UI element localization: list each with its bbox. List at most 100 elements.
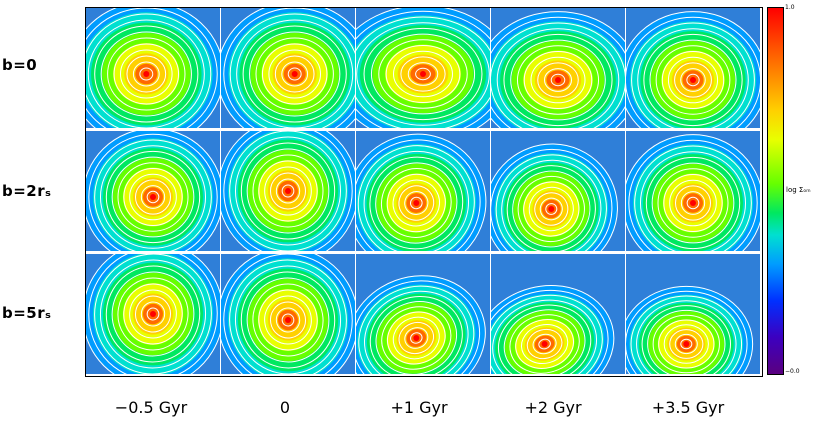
contour-line <box>364 290 469 374</box>
contour-line <box>512 170 591 248</box>
contour-line <box>393 50 453 98</box>
contour-line <box>86 13 212 128</box>
contour-line <box>140 301 166 327</box>
contour-line <box>356 16 490 128</box>
contour-line <box>492 299 598 374</box>
density-peak <box>143 71 150 77</box>
contour-line <box>674 62 712 98</box>
contour-line <box>274 55 315 93</box>
colorbar-label: log Σₒₘ <box>786 186 811 194</box>
density-peak <box>555 77 561 83</box>
contour-line <box>117 162 189 232</box>
contour-line <box>626 134 760 251</box>
contour-line <box>246 148 330 234</box>
contour-line <box>380 168 452 238</box>
contour-line <box>252 154 324 228</box>
contour-line <box>275 178 301 204</box>
contour-line <box>649 39 737 121</box>
contour-line <box>369 295 463 374</box>
contour-line <box>94 25 199 123</box>
contour-line <box>264 295 312 345</box>
contour-line <box>526 328 563 360</box>
contour-line <box>94 139 212 251</box>
contour-line <box>99 145 207 249</box>
contour-line <box>99 259 207 369</box>
contour-line <box>392 179 441 227</box>
row-label-b5rs: b=5rₛ <box>2 304 52 322</box>
contour-line <box>234 136 342 246</box>
contour-line <box>264 166 312 216</box>
contour-line <box>252 283 324 357</box>
contour-line <box>491 289 609 374</box>
contour-line <box>521 323 569 365</box>
row-label-b0: b=0 <box>2 56 38 74</box>
contour-line <box>240 271 336 369</box>
contour-line <box>223 8 355 128</box>
contour-line <box>491 16 625 128</box>
contour-line <box>630 295 743 374</box>
contour-line <box>236 19 354 128</box>
contour-line <box>107 37 186 111</box>
contour-line <box>667 56 719 104</box>
contour-line <box>528 186 574 232</box>
panel-b0-col1 <box>86 8 220 128</box>
contour-line <box>356 133 487 251</box>
contour-line <box>398 321 435 355</box>
contour-line <box>398 185 435 221</box>
density-peak <box>285 188 291 194</box>
contour-line <box>375 162 458 244</box>
contour-line <box>287 67 302 81</box>
density-peak <box>413 200 420 206</box>
contour-line <box>491 11 625 128</box>
contour-line <box>357 145 475 251</box>
contour-line <box>269 301 307 339</box>
contour-line <box>94 254 212 374</box>
contour-line <box>634 145 752 251</box>
contour-line <box>381 306 452 370</box>
contour-line <box>261 43 328 105</box>
panel-b0-col3 <box>356 8 490 128</box>
contour-line <box>146 307 160 321</box>
density-peak <box>548 206 555 212</box>
contour-line <box>86 8 218 128</box>
contour-line <box>356 280 481 374</box>
contour-line <box>503 309 586 374</box>
panel-b2rs-col4 <box>491 131 625 251</box>
contour-line <box>515 319 574 369</box>
contour-line <box>674 333 698 355</box>
contour-line <box>123 283 183 345</box>
contour-line <box>686 196 700 210</box>
contour-line <box>369 156 464 250</box>
contour-line <box>545 203 558 215</box>
contour-line <box>517 176 585 242</box>
contour-line <box>358 285 475 374</box>
contour-line <box>404 327 429 349</box>
contour-line <box>680 68 706 92</box>
contour-line <box>491 294 603 374</box>
panel-grid <box>85 7 763 377</box>
col-label-plus-3-5-gyr: +3.5 Gyr <box>651 398 725 417</box>
contour-line <box>126 55 167 93</box>
contour-line <box>661 51 725 109</box>
contour-line <box>636 300 737 374</box>
density-peak <box>690 77 696 83</box>
contour-line <box>140 185 166 209</box>
contour-line <box>669 179 717 227</box>
contour-line <box>223 254 353 374</box>
contour-line <box>543 68 573 92</box>
panel-b2rs-col3 <box>356 131 490 251</box>
contour-line <box>113 43 180 105</box>
contour-line <box>532 333 557 355</box>
contour-line <box>111 271 195 357</box>
contour-line <box>506 165 596 251</box>
density-peak <box>150 311 156 317</box>
colorbar-max-label: 1.0 <box>785 4 795 11</box>
contour-line <box>281 184 295 198</box>
contour-line <box>249 31 341 117</box>
col-label-0: 0 <box>279 398 291 417</box>
contour-line <box>510 39 606 121</box>
contour-line <box>663 324 709 364</box>
contour-line <box>281 313 295 327</box>
contour-line <box>281 61 309 87</box>
contour-line <box>534 192 569 226</box>
